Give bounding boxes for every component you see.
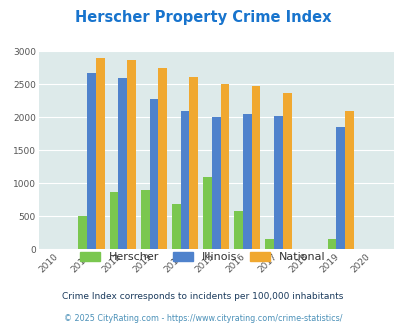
Bar xyxy=(336,127,344,249)
Text: Herscher Property Crime Index: Herscher Property Crime Index xyxy=(75,10,330,25)
Bar xyxy=(211,117,220,249)
Bar xyxy=(327,239,336,249)
Bar xyxy=(78,216,87,249)
Bar xyxy=(251,86,260,249)
Bar xyxy=(127,60,135,249)
Bar xyxy=(180,111,189,249)
Bar xyxy=(109,192,118,249)
Bar xyxy=(141,190,149,249)
Text: Crime Index corresponds to incidents per 100,000 inhabitants: Crime Index corresponds to incidents per… xyxy=(62,292,343,301)
Bar xyxy=(158,68,166,249)
Text: © 2025 CityRating.com - https://www.cityrating.com/crime-statistics/: © 2025 CityRating.com - https://www.city… xyxy=(64,314,341,323)
Bar xyxy=(234,211,243,249)
Bar xyxy=(96,58,104,249)
Bar xyxy=(172,204,180,249)
Bar xyxy=(344,111,353,249)
Bar xyxy=(265,239,273,249)
Bar xyxy=(282,93,291,249)
Bar xyxy=(220,84,229,249)
Bar xyxy=(273,116,282,249)
Bar xyxy=(202,177,211,249)
Bar xyxy=(189,77,198,249)
Bar xyxy=(243,114,251,249)
Legend: Herscher, Illinois, National: Herscher, Illinois, National xyxy=(75,248,330,267)
Bar xyxy=(149,99,158,249)
Bar xyxy=(118,78,127,249)
Bar xyxy=(87,73,96,249)
